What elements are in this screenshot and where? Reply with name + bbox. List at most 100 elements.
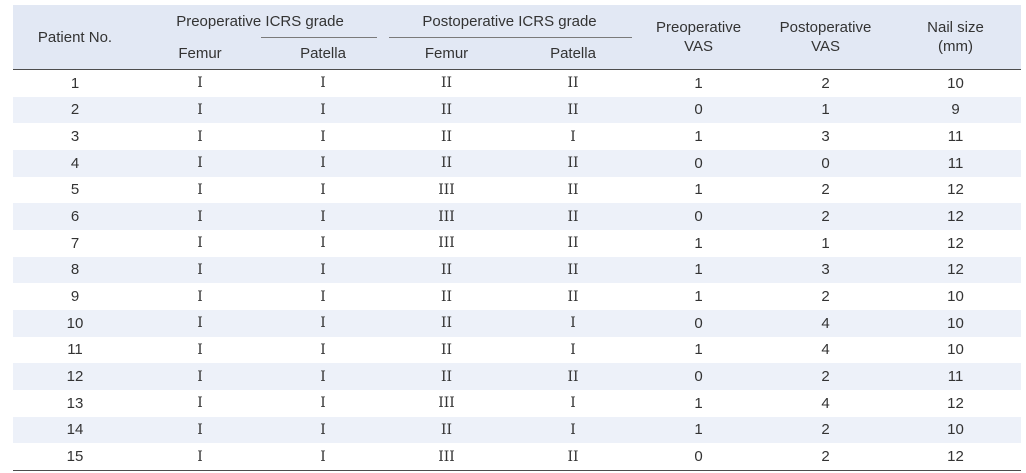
cell-postop-vas: 2 [821,74,830,92]
cell-postop-vas: 4 [821,394,830,412]
header-nail-size-line1: Nail size [927,19,984,36]
header-row-1: Patient No. Preoperative ICRS grade Post… [13,5,1021,55]
cell-postop-femur: II [383,363,510,390]
cell-postop-vas: 2 [761,363,891,390]
cell-nail-size: 12 [947,234,964,252]
table-row: 12 I I II II 0 2 11 [13,363,1022,390]
table-row: 3 I I II I 1 3 11 [13,123,1021,150]
cell-preop-patella: I [320,128,326,145]
cell-postop-femur: II [440,341,453,358]
cell-preop-vas: 0 [636,363,762,390]
header-nail-size: Nail size (mm) [890,5,1021,70]
cell-patient-no: 6 [13,203,137,230]
cell-postop-femur: II [440,75,453,92]
cell-preop-vas: 0 [636,309,762,337]
cell-preop-femur: I [137,363,263,390]
cell-preop-vas: 1 [694,288,703,306]
cell-preop-vas: 1 [694,341,703,359]
cell-preop-patella: I [320,395,326,412]
cell-patient-no: 13 [66,394,84,412]
cell-postop-femur: II [383,309,510,337]
cell-preop-femur: I [197,181,203,198]
cell-nail-size: 10 [947,341,964,359]
table-body: 1 I I II II 1 2 10 2 I I II II 0 1 9 3 I I II I 1 3 11 4 I I II II 0 0… [13,70,1022,471]
cell-postop-patella: I [510,416,637,444]
cell-nail-size: 12 [890,443,1022,471]
cell-postop-patella: I [510,309,637,337]
cell-nail-size: 10 [890,309,1022,337]
cell-patient-no: 3 [70,128,80,146]
cell-preop-patella: I [320,181,326,198]
cell-preop-femur: I [197,395,203,412]
header-postop-vas: Postoperative VAS [761,5,890,70]
cell-preop-vas: 1 [694,181,703,199]
cell-nail-size: 10 [947,74,964,92]
cell-preop-patella: I [320,288,326,305]
cell-preop-vas: 0 [636,443,762,471]
table-row: 10 I I II I 0 4 10 [13,309,1022,337]
cell-preop-vas: 0 [636,96,762,124]
cell-preop-patella: I [263,309,383,337]
table-row: 7 I I III II 1 1 12 [13,230,1021,257]
cell-preop-vas: 1 [694,74,703,92]
cell-postop-vas: 2 [821,288,830,306]
cell-postop-vas: 2 [761,416,891,444]
cell-preop-patella: I [263,149,383,177]
cell-preop-femur: I [137,256,263,284]
cell-postop-patella: I [570,128,576,145]
cell-preop-femur: I [137,96,263,124]
cell-preop-femur: I [197,288,203,305]
cell-preop-vas: 0 [636,203,762,230]
table-row: 4 I I II II 0 0 11 [13,149,1022,177]
cell-patient-no: 1 [70,74,80,92]
cell-postop-vas: 0 [761,149,891,177]
header-postop-patella: Patella [510,38,637,70]
header-row-2: Femur Patella Femur Patella [13,38,1021,70]
header-preop-icrs-grade: Preoperative ICRS grade [137,5,383,38]
table-row: 1 I I II II 1 2 10 [13,70,1021,97]
header-preop-vas-line1: Preoperative [655,19,742,36]
cell-patient-no: 10 [13,309,137,337]
cell-postop-femur: III [438,181,455,198]
cell-preop-patella: I [263,416,383,444]
table-row: 15 I I III II 0 2 12 [13,443,1022,471]
header-preop-vas-line2: VAS [684,38,713,55]
cell-preop-patella: I [263,443,383,471]
cell-preop-femur: I [137,203,263,230]
cell-postop-femur: II [383,256,510,284]
cell-postop-femur: III [438,235,455,252]
cell-patient-no: 9 [70,288,80,306]
cell-preop-vas: 1 [694,234,703,252]
cell-postop-patella: II [567,288,579,305]
cell-preop-patella: I [320,341,326,358]
cell-postop-vas: 3 [821,128,830,146]
cell-preop-femur: I [137,309,263,337]
cell-postop-vas: 3 [761,256,891,284]
cell-preop-patella: I [320,75,326,92]
header-preop-patella: Patella [263,38,383,70]
header-postop-icrs-grade: Postoperative ICRS grade [383,5,636,38]
patient-data-table: Patient No. Preoperative ICRS grade Post… [13,5,1022,471]
cell-preop-vas: 1 [694,128,703,146]
cell-patient-no: 12 [13,363,137,390]
header-postop-femur: Femur [383,38,510,70]
cell-nail-size: 11 [890,149,1022,177]
cell-postop-vas: 4 [821,341,830,359]
cell-nail-size: 10 [890,416,1022,444]
cell-postop-patella: II [510,149,637,177]
cell-postop-patella: II [510,363,637,390]
table-row: 9 I I II II 1 2 10 [13,283,1021,310]
cell-postop-femur: III [383,203,510,230]
cell-preop-femur: I [137,416,263,444]
cell-patient-no: 2 [13,96,137,124]
cell-postop-femur: II [383,416,510,444]
header-postop-vas-line2: VAS [811,38,840,55]
header-preop-femur: Femur [137,38,263,70]
cell-postop-vas: 1 [761,96,891,124]
cell-preop-vas: 1 [636,416,762,444]
table-row: 14 I I II I 1 2 10 [13,416,1022,444]
table-row: 13 I I III I 1 4 12 [13,390,1021,417]
cell-patient-no: 15 [13,443,137,471]
cell-nail-size: 12 [947,394,964,412]
cell-postop-femur: II [383,96,510,124]
